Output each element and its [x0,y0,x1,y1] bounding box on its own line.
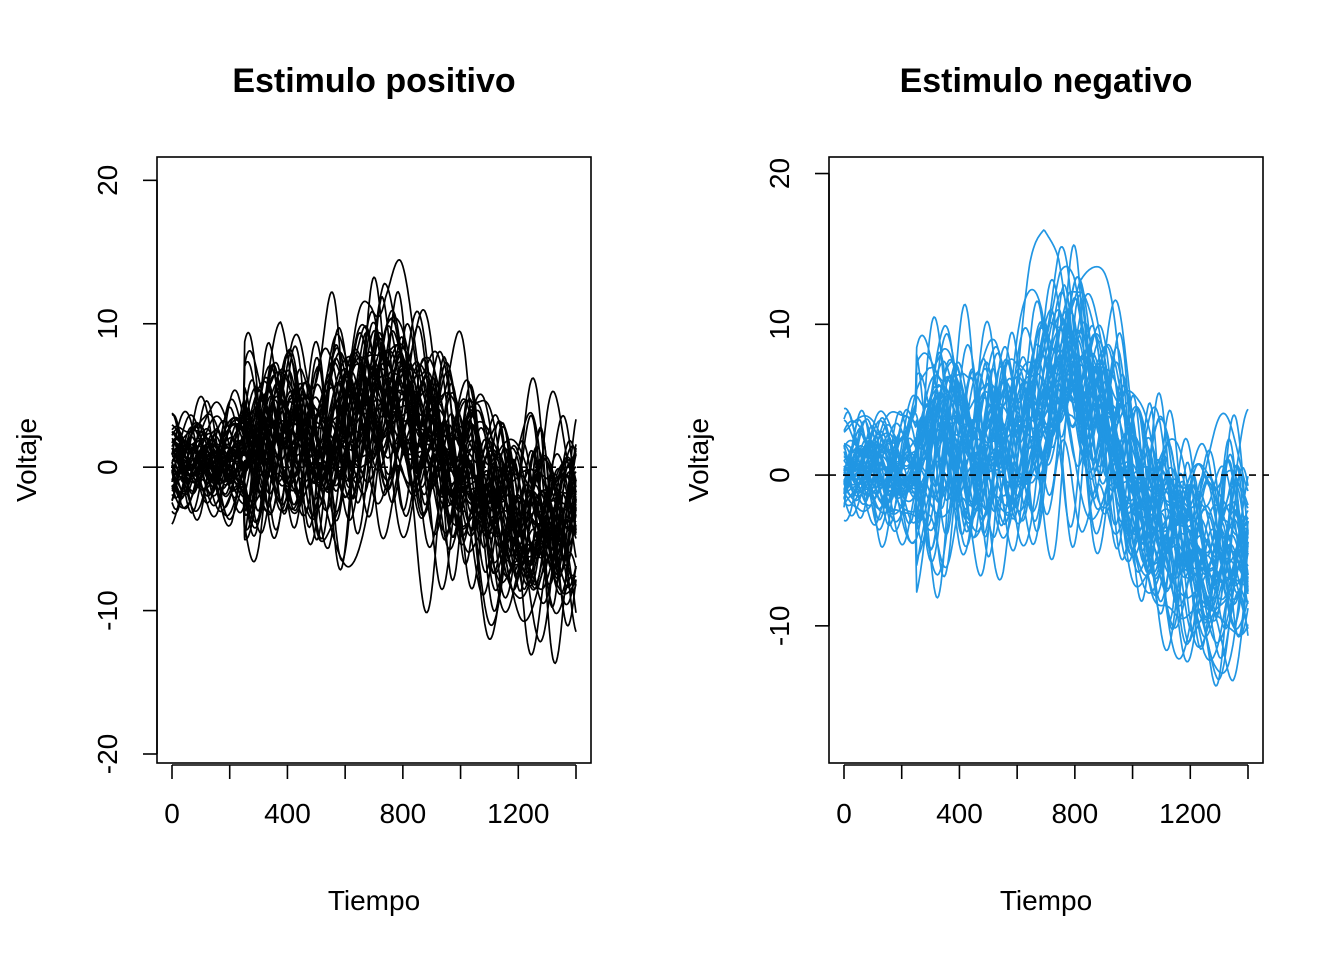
series-line [171,348,577,490]
series-lines [843,229,1249,687]
y-tick-label: -10 [764,606,795,646]
series-line [171,344,577,615]
y-tick-label: 0 [764,467,795,483]
y-tick-label: -10 [92,590,123,630]
series-line [171,419,577,534]
series-line [171,371,577,591]
series-line [171,355,577,539]
series-line [171,343,577,665]
series-line [843,352,1249,638]
y-axis: -20 -10 0 10 20 [92,165,158,774]
series-line [843,354,1249,630]
x-tick-label: 0 [836,798,852,829]
y-axis: -10 0 10 20 [764,158,830,646]
chart-title: Estimulo positivo [232,62,515,100]
series-line [171,329,577,627]
x-tick-label: 0 [164,798,180,829]
series-line [843,290,1249,636]
series-line [171,355,577,599]
y-axis-label: Voltaje [11,418,42,502]
series-line [171,282,577,641]
series-line [843,329,1249,593]
y-tick-label: 20 [764,158,795,189]
x-tick-label: 1200 [1159,798,1221,829]
series-line [171,361,577,568]
series-line [843,337,1249,681]
chart-panel-negative: Estimulo negativo 0 400 800 1200 -10 0 10 20 T… [683,62,1269,916]
x-axis-label: Tiempo [328,885,420,916]
series-line [843,278,1249,583]
series-line [843,353,1249,608]
x-axis-label: Tiempo [1000,885,1092,916]
series-line [171,361,577,614]
series-line [843,244,1249,634]
y-tick-label: 10 [764,309,795,340]
x-tick-label: 400 [264,798,311,829]
y-tick-label: 0 [92,459,123,475]
x-tick-label: 1200 [487,798,549,829]
chart-title: Estimulo negativo [900,62,1193,100]
series-line [171,321,577,592]
series-lines [171,258,577,665]
y-axis-label: Voltaje [683,418,714,502]
x-tick-label: 800 [379,798,426,829]
series-line [171,276,577,579]
series-line [843,265,1249,662]
x-axis: 0 400 800 1200 [836,764,1249,829]
y-tick-label: 20 [92,165,123,196]
x-tick-label: 800 [1051,798,1098,829]
x-tick-label: 400 [936,798,983,829]
chart-panel-positive: Estimulo positivo 0 400 800 1200 -20 -10 0 10 2… [11,62,597,916]
y-tick-label: -20 [92,734,123,774]
series-line [843,329,1249,509]
y-tick-label: 10 [92,308,123,339]
x-axis: 0 400 800 1200 [164,764,577,829]
series-line [171,327,577,599]
